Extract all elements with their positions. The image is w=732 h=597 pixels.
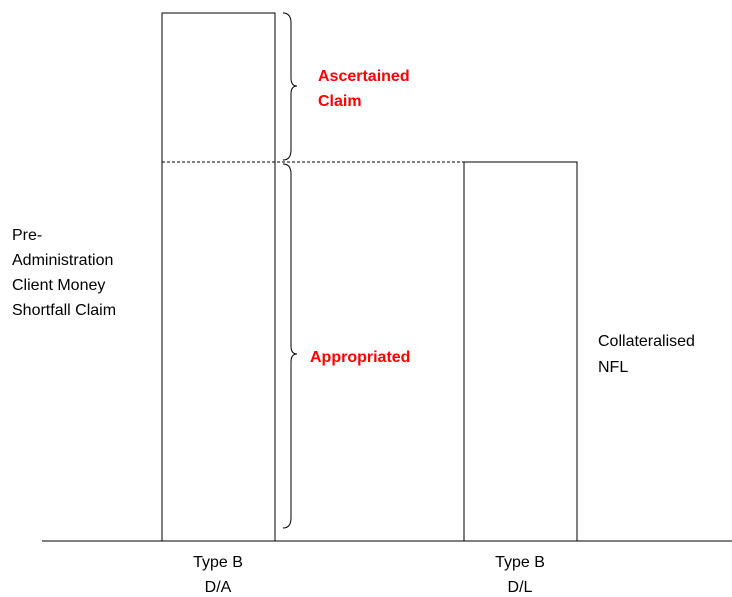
ascertained-label: Ascertained (318, 68, 410, 85)
bar-label: D/A (205, 579, 232, 596)
bar-type-b-dl (463, 161, 578, 542)
appropriated-label: Appropriated (310, 349, 410, 366)
ascertained-label: Claim (318, 93, 362, 110)
bar-label: Type B (193, 554, 243, 571)
left-label: Client Money (12, 277, 105, 294)
right-label: Collateralised (598, 333, 695, 350)
bar-label: D/L (508, 579, 533, 596)
left-label: Administration (12, 252, 113, 269)
brace-appropriated (282, 163, 298, 529)
left-label: Shortfall Claim (12, 302, 116, 319)
bar-label: Type B (495, 554, 545, 571)
bar-type-b-da (161, 12, 276, 542)
right-label: NFL (598, 359, 628, 376)
left-label: Pre- (12, 227, 42, 244)
brace-ascertained (282, 12, 298, 161)
